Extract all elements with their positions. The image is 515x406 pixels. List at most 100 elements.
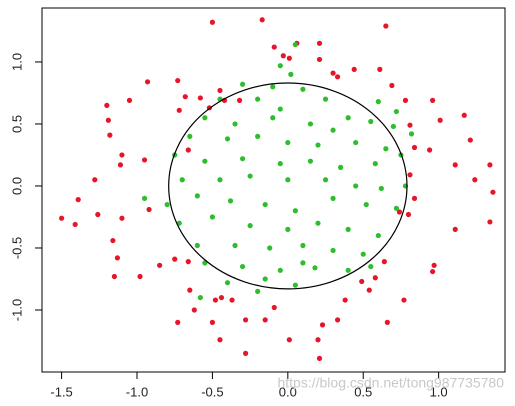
point: [146, 206, 152, 213]
point: [262, 201, 268, 208]
point: [330, 247, 336, 254]
point: [353, 183, 359, 189]
point: [430, 268, 436, 275]
point: [407, 122, 413, 128]
point: [197, 294, 203, 301]
point: [187, 287, 193, 293]
point: [342, 297, 348, 303]
y-tick-label: -0.5: [9, 237, 24, 259]
point: [176, 107, 182, 113]
point: [389, 82, 395, 89]
point: [280, 53, 286, 59]
point: [175, 319, 181, 325]
point: [353, 139, 359, 146]
y-tick-label: 0.0: [9, 177, 24, 195]
point: [242, 317, 249, 323]
point: [209, 319, 216, 325]
point: [368, 118, 374, 125]
point: [224, 136, 231, 142]
point: [105, 117, 111, 123]
point: [472, 177, 478, 183]
point: [351, 66, 357, 72]
point: [381, 259, 387, 265]
point: [490, 189, 496, 195]
point: [270, 115, 276, 121]
point: [375, 99, 381, 105]
point: [217, 177, 223, 183]
point: [452, 226, 458, 232]
point: [384, 319, 390, 325]
point: [227, 198, 234, 204]
point: [378, 185, 384, 192]
point: [345, 115, 351, 121]
y-tick-label: 0.5: [9, 115, 24, 133]
point: [363, 201, 369, 208]
point: [407, 172, 413, 178]
point: [141, 157, 148, 163]
point: [229, 297, 235, 303]
point: [338, 164, 344, 170]
point: [330, 127, 336, 133]
point: [185, 147, 191, 153]
point: [345, 267, 351, 273]
point: [209, 214, 216, 220]
point: [366, 287, 372, 293]
point: [315, 142, 321, 148]
point: [185, 259, 191, 265]
point: [141, 195, 148, 201]
point: [92, 177, 98, 183]
point: [110, 237, 116, 244]
point: [288, 71, 294, 77]
point: [277, 63, 283, 69]
point: [255, 133, 261, 139]
point: [232, 121, 238, 127]
x-tick-label: -0.5: [201, 384, 223, 399]
x-tick-label: 0.0: [279, 384, 297, 399]
point: [277, 267, 283, 273]
point: [286, 55, 292, 61]
point: [191, 307, 197, 313]
point: [107, 132, 113, 138]
point: [383, 23, 389, 29]
point: [307, 121, 314, 127]
point: [164, 201, 170, 208]
point: [255, 288, 261, 294]
point: [368, 263, 374, 270]
point: [300, 260, 306, 266]
point: [402, 97, 409, 103]
point: [175, 77, 181, 84]
point: [182, 94, 188, 100]
point: [247, 173, 253, 179]
point: [95, 211, 101, 218]
point: [285, 226, 291, 232]
point: [111, 273, 117, 280]
point: [262, 276, 268, 282]
point: [316, 56, 323, 63]
point: [408, 131, 415, 137]
point: [194, 193, 200, 199]
point: [75, 197, 81, 203]
point: [144, 79, 151, 85]
point: [285, 139, 291, 146]
point: [224, 280, 231, 286]
point: [117, 162, 124, 168]
point: [377, 66, 383, 72]
point: [239, 263, 246, 270]
point: [236, 97, 243, 103]
x-tick-label: -1.5: [50, 384, 72, 399]
point: [104, 102, 110, 108]
point: [232, 242, 238, 249]
point: [277, 106, 283, 112]
point: [114, 255, 121, 261]
point: [452, 162, 458, 168]
y-tick-label: 1.0: [9, 53, 24, 71]
point: [411, 144, 418, 151]
point: [262, 317, 268, 323]
point: [307, 158, 314, 164]
point: [312, 265, 318, 271]
decision-boundary: [168, 82, 408, 290]
point: [202, 115, 208, 121]
point: [487, 162, 493, 168]
point: [396, 209, 403, 215]
